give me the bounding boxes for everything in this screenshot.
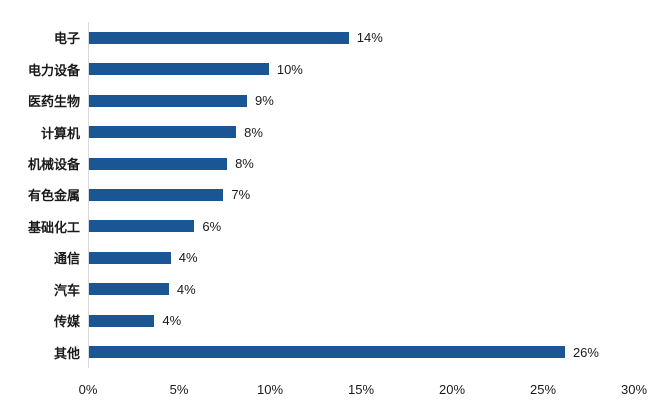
bar-row: 6% xyxy=(89,211,634,242)
data-label: 8% xyxy=(235,156,254,172)
category-axis: 电子电力设备医药生物计算机机械设备有色金属基础化工通信汽车传媒其他 xyxy=(0,22,80,368)
category-label: 基础化工 xyxy=(27,219,80,235)
x-tick-label: 5% xyxy=(169,382,189,397)
bar-row: 8% xyxy=(89,148,634,179)
category-label: 汽车 xyxy=(53,282,80,298)
x-tick-label: 15% xyxy=(347,382,375,397)
x-tick-label: 25% xyxy=(529,382,557,397)
category-label: 机械设备 xyxy=(27,157,80,173)
bar-row: 4% xyxy=(89,274,634,305)
bar xyxy=(89,126,237,139)
bar xyxy=(89,346,565,359)
bar xyxy=(89,94,248,107)
bar-row: 8% xyxy=(89,116,634,147)
bar-row: 26% xyxy=(89,337,634,368)
bar-row: 10% xyxy=(89,53,634,84)
x-tick-label: 20% xyxy=(438,382,466,397)
bar xyxy=(89,63,269,76)
data-label: 4% xyxy=(176,281,196,297)
category-label: 传媒 xyxy=(53,314,80,330)
data-label: 7% xyxy=(231,187,251,203)
data-label: 4% xyxy=(178,250,198,266)
data-label: 26% xyxy=(572,344,599,360)
x-tick-label: 30% xyxy=(620,382,648,397)
data-label: 14% xyxy=(356,30,383,46)
bar xyxy=(89,283,169,296)
bar xyxy=(89,31,349,44)
data-label: 4% xyxy=(162,313,182,329)
bar xyxy=(89,188,224,201)
category-label: 计算机 xyxy=(40,125,80,141)
data-label: 8% xyxy=(244,124,263,140)
bar-row: 4% xyxy=(89,305,634,336)
bar xyxy=(89,220,195,233)
bar-row: 14% xyxy=(89,22,634,53)
x-tick-label: 0% xyxy=(78,382,98,397)
category-label: 医药生物 xyxy=(27,94,80,110)
data-label: 6% xyxy=(202,218,222,234)
category-label: 有色金属 xyxy=(27,188,80,204)
bar xyxy=(89,157,228,170)
category-label: 电力设备 xyxy=(27,62,80,78)
x-tick-label: 10% xyxy=(256,382,284,397)
category-label: 其他 xyxy=(53,345,80,361)
y-axis-line xyxy=(88,22,89,368)
bar-row: 4% xyxy=(89,242,634,273)
data-label: 10% xyxy=(276,61,303,77)
bar-row: 9% xyxy=(89,85,634,116)
data-label: 9% xyxy=(255,93,274,109)
bar-row: 7% xyxy=(89,179,634,210)
plot-area: 14% 10% 9% 8% 8% 7% 6% 4% 4% 4% 26% xyxy=(89,22,634,368)
x-axis: 0% 5% 10% 15% 20% 25% 30% xyxy=(79,379,647,401)
bar xyxy=(89,251,171,264)
category-label: 通信 xyxy=(53,251,80,267)
category-label: 电子 xyxy=(53,31,80,47)
bar xyxy=(89,314,155,327)
